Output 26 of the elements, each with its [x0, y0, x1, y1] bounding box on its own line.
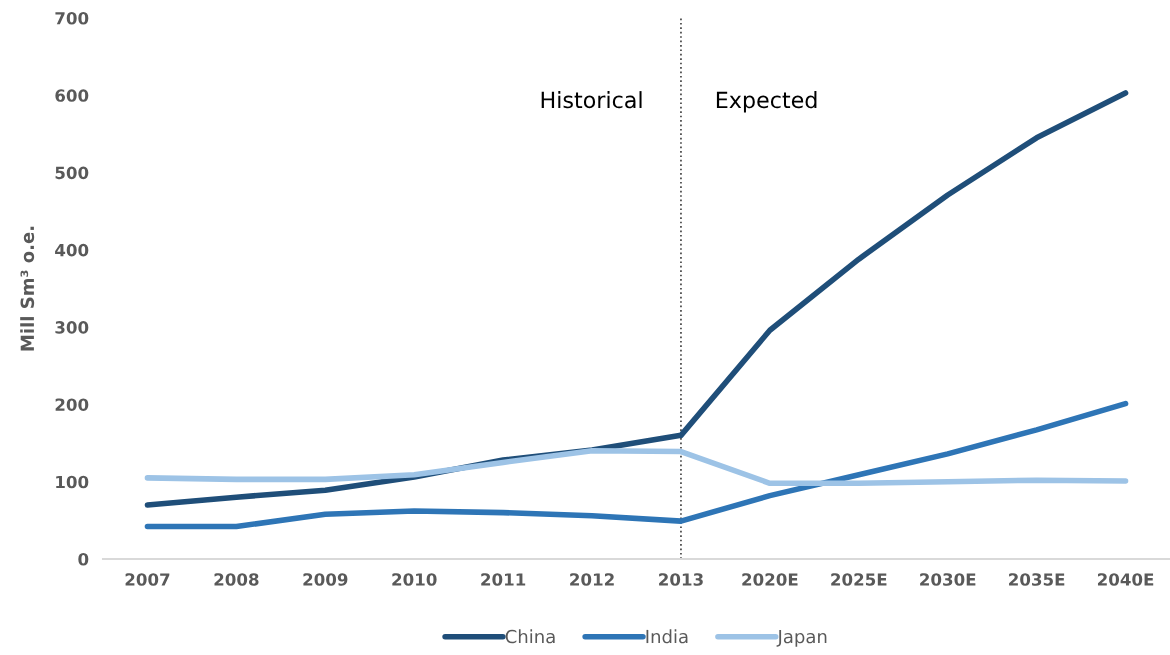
x-tick-label: 2030E — [920, 573, 976, 586]
annotation: Historical — [541, 91, 642, 109]
x-tick-label: 2010 — [392, 573, 437, 586]
y-tick-label: 400 — [55, 243, 89, 257]
legend-label: China — [505, 629, 555, 644]
y-tick-label: 300 — [55, 321, 89, 334]
annotation: Expected — [716, 91, 817, 113]
y-tick-label: 100 — [56, 475, 89, 489]
y-tick-label: 700 — [55, 11, 89, 25]
y-tick-label: 200 — [55, 398, 89, 411]
x-tick-label: 2035E — [1009, 573, 1065, 586]
y-tick-label: 600 — [55, 89, 89, 102]
x-tick-label: 2012 — [570, 573, 614, 586]
y-axis-title: Mill Sm³ o.e. — [20, 226, 35, 351]
x-tick-label: 2020E — [742, 573, 798, 586]
x-tick-label: 2040E — [1097, 573, 1154, 586]
x-tick-label: 2008 — [214, 573, 259, 586]
x-tick-label: 2025E — [831, 573, 887, 586]
legend-label: India — [646, 629, 688, 644]
y-tick-label: 500 — [55, 166, 89, 180]
x-tick-label: 2013 — [659, 573, 703, 586]
x-tick-label: 2011 — [481, 573, 526, 586]
legend-label: Japan — [776, 629, 827, 647]
x-tick-label: 2007 — [125, 573, 170, 586]
x-tick-label: 2009 — [303, 573, 348, 586]
y-tick-label: 0 — [78, 552, 89, 566]
